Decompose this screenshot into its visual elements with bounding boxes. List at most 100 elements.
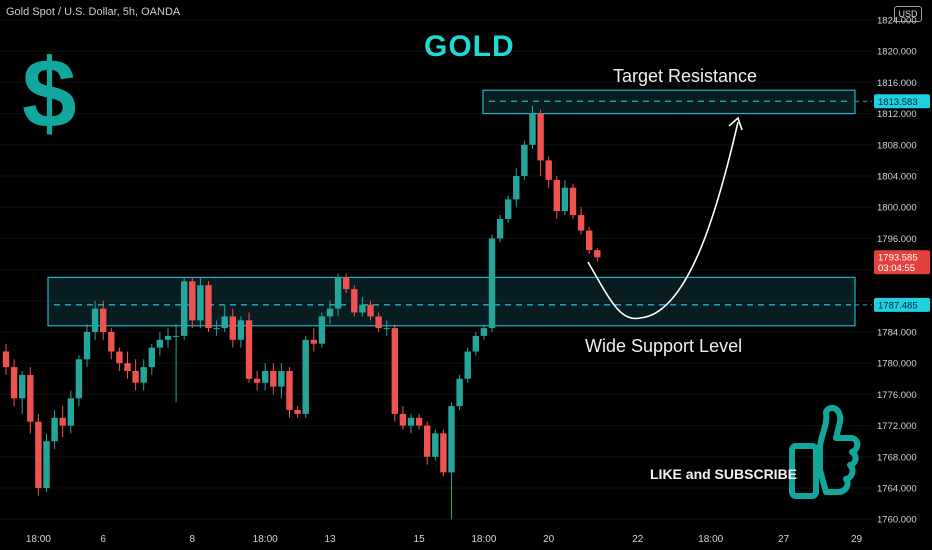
candle-body <box>124 363 131 371</box>
support-price-badge <box>874 297 930 312</box>
candle-body <box>472 335 479 352</box>
candle-body <box>553 179 560 212</box>
candle-body <box>75 359 83 399</box>
y-tick-label: 1784.000 <box>877 328 917 339</box>
candle-body <box>197 285 204 321</box>
arrow-path <box>587 121 739 320</box>
current-price-badge <box>874 250 930 275</box>
candle-body <box>189 281 196 321</box>
candle-body <box>181 281 188 336</box>
candle-body <box>424 425 431 457</box>
x-tick-label: 8 <box>190 534 196 545</box>
y-tick-label: 1820.000 <box>877 47 917 58</box>
candle-body <box>545 160 552 180</box>
candle-body <box>294 410 301 414</box>
candle-body <box>278 371 285 387</box>
candle-body <box>221 316 228 329</box>
thumb-cuff <box>789 443 819 499</box>
candle-body <box>148 347 155 368</box>
y-tick-label: 1760.000 <box>877 515 917 526</box>
candle-body <box>27 374 34 422</box>
candle-body <box>496 218 504 239</box>
currency-badge[interactable]: USD <box>894 6 922 22</box>
candle-body <box>318 316 326 344</box>
y-tick-label: 1764.000 <box>877 484 917 495</box>
wide-support-label: Wide Support Level <box>585 336 743 356</box>
countdown-text: 03:04:55 <box>878 263 915 274</box>
current-price-text: 1793.585 <box>878 253 918 264</box>
chart-title: GOLD <box>424 30 515 63</box>
x-tick-label: 6 <box>100 534 106 545</box>
candle-body <box>10 367 18 399</box>
candle-body <box>140 367 147 383</box>
candles-layer <box>2 105 601 520</box>
candle-body <box>521 144 528 176</box>
dollar-icon: $ <box>22 38 77 148</box>
candle-body <box>59 417 66 426</box>
x-tick-label: 18:00 <box>698 534 723 545</box>
arrow-curve-icon <box>587 116 743 320</box>
resistance-price-badge <box>874 94 930 109</box>
candle-body <box>488 238 496 329</box>
x-tick-label: 18:00 <box>253 534 278 545</box>
candle-body <box>415 417 423 426</box>
candle-body <box>229 316 236 340</box>
candle-body <box>116 351 123 364</box>
y-tick-label: 1812.000 <box>877 109 917 120</box>
y-tick-label: 1816.000 <box>877 78 917 89</box>
y-tick-label: 1804.000 <box>877 172 917 183</box>
candle-body <box>456 378 463 407</box>
y-tick-label: 1772.000 <box>877 421 917 432</box>
y-tick-label: 1800.000 <box>877 203 917 214</box>
candle-body <box>172 335 180 337</box>
x-axis: 18:00 6 8 18:00 13 15 18:00 20 22 18:00 27 29 <box>26 534 863 545</box>
candle-body <box>334 277 342 309</box>
y-tick-label: 1768.000 <box>877 452 917 463</box>
candle-body <box>19 374 26 399</box>
thumbs-up-icon[interactable] <box>789 404 861 499</box>
x-tick-label: 18:00 <box>471 534 496 545</box>
candle-body <box>448 406 455 473</box>
candle-body <box>83 332 91 360</box>
candle-body <box>391 328 398 414</box>
resistance-price-text: 1813.583 <box>878 97 918 108</box>
x-tick-label: 15 <box>414 534 426 545</box>
candle-body <box>351 289 358 313</box>
candle-body <box>326 308 334 317</box>
x-tick-label: 27 <box>778 534 790 545</box>
candle-body <box>156 339 164 348</box>
y-tick-label: 1780.000 <box>877 359 917 370</box>
candle-body <box>35 421 42 488</box>
like-subscribe-text: LIKE and SUBSCRIBE <box>650 466 798 482</box>
support-price-text: 1787.485 <box>878 300 918 311</box>
zone-box <box>47 276 856 327</box>
candle-body <box>537 113 544 161</box>
candle-body <box>586 230 593 251</box>
candle-body <box>569 187 577 215</box>
candle-body <box>205 285 212 329</box>
candle-body <box>513 176 520 200</box>
x-tick-label: 29 <box>851 534 863 545</box>
candle-body <box>367 304 374 317</box>
candle-body <box>310 339 317 344</box>
y-axis: 1824.0001820.0001816.0001812.0001808.000… <box>872 0 932 550</box>
candle-body <box>67 398 74 426</box>
symbol-header: Gold Spot / U.S. Dollar, 5h, OANDA <box>6 6 181 18</box>
candle-body <box>302 339 309 414</box>
candle-body <box>577 215 585 231</box>
candle-body <box>594 250 601 258</box>
candle-body <box>237 320 245 340</box>
y-tick-label: 1808.000 <box>877 140 917 151</box>
target-resistance-label: Target Resistance <box>613 66 758 86</box>
y-axis-background <box>872 0 932 550</box>
candle-body <box>432 433 439 457</box>
candle-body <box>262 371 269 383</box>
x-tick-label: 13 <box>324 534 336 545</box>
candle-body <box>505 199 512 219</box>
candle-body <box>529 113 536 145</box>
candle-body <box>91 308 99 332</box>
candle-body <box>286 371 293 410</box>
candle-body <box>164 335 172 340</box>
arrow-head <box>728 116 743 131</box>
